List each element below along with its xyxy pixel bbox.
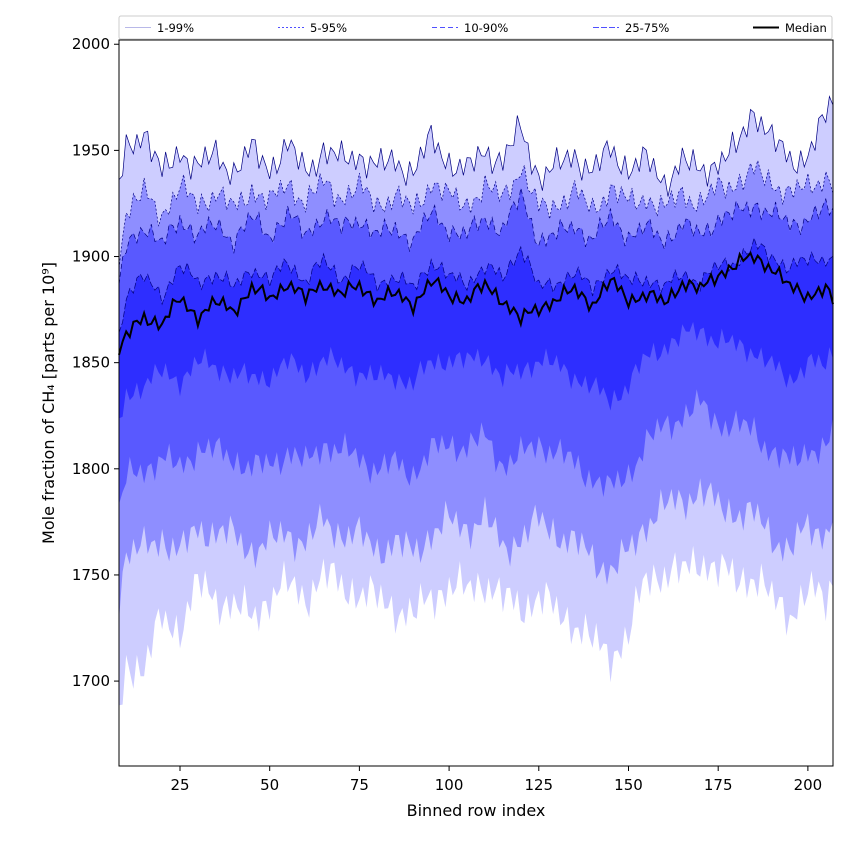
legend-label-5-95%: 5-95%: [310, 21, 347, 35]
x-tick-label-175: 175: [704, 776, 733, 794]
y-tick-label-2000: 2000: [72, 35, 110, 53]
band-25-75%: [119, 238, 833, 419]
legend: 1-99% 5-95% 10-90% 25-75% Median: [118, 15, 833, 40]
percentile-bands: [118, 95, 834, 706]
y-tick-label-1700: 1700: [72, 672, 110, 690]
median-line: [118, 251, 834, 356]
x-tick-label-50: 50: [260, 776, 279, 794]
plot-frame: [118, 39, 834, 767]
legend-label-25-75%: 25-75%: [625, 21, 669, 35]
legend-label-Median: Median: [785, 21, 827, 35]
band-edge-10-90%: [118, 187, 834, 285]
x-tick-label-200: 200: [794, 776, 823, 794]
band-edge-1-99%: [118, 95, 834, 197]
x-tick-label-150: 150: [614, 776, 643, 794]
y-axis: 1700 1750 1800 1850 1900 1950 2000: [72, 35, 119, 690]
y-tick-label-1850: 1850: [72, 354, 110, 372]
band-edge-5-95%: [118, 159, 834, 269]
x-tick-label-125: 125: [524, 776, 553, 794]
y-tick-label-1800: 1800: [72, 460, 110, 478]
x-tick-label-75: 75: [350, 776, 369, 794]
band-edge-25-75%: [118, 236, 834, 333]
x-tick-label-100: 100: [435, 776, 464, 794]
y-tick-label-1900: 1900: [72, 248, 110, 266]
y-axis-title: Mole fraction of CH₄ [parts per 10⁹]: [39, 262, 58, 544]
y-tick-label-1750: 1750: [72, 566, 110, 584]
x-axis: 25 50 75 100 125 150 175 200: [170, 766, 822, 794]
y-tick-label-1950: 1950: [72, 141, 110, 159]
legend-box: [118, 15, 833, 40]
median-layer: [118, 251, 834, 356]
x-tick-label-25: 25: [170, 776, 189, 794]
x-axis-title: Binned row index: [407, 801, 546, 820]
legend-label-1-99%: 1-99%: [157, 21, 194, 35]
legend-label-10-90%: 10-90%: [464, 21, 508, 35]
